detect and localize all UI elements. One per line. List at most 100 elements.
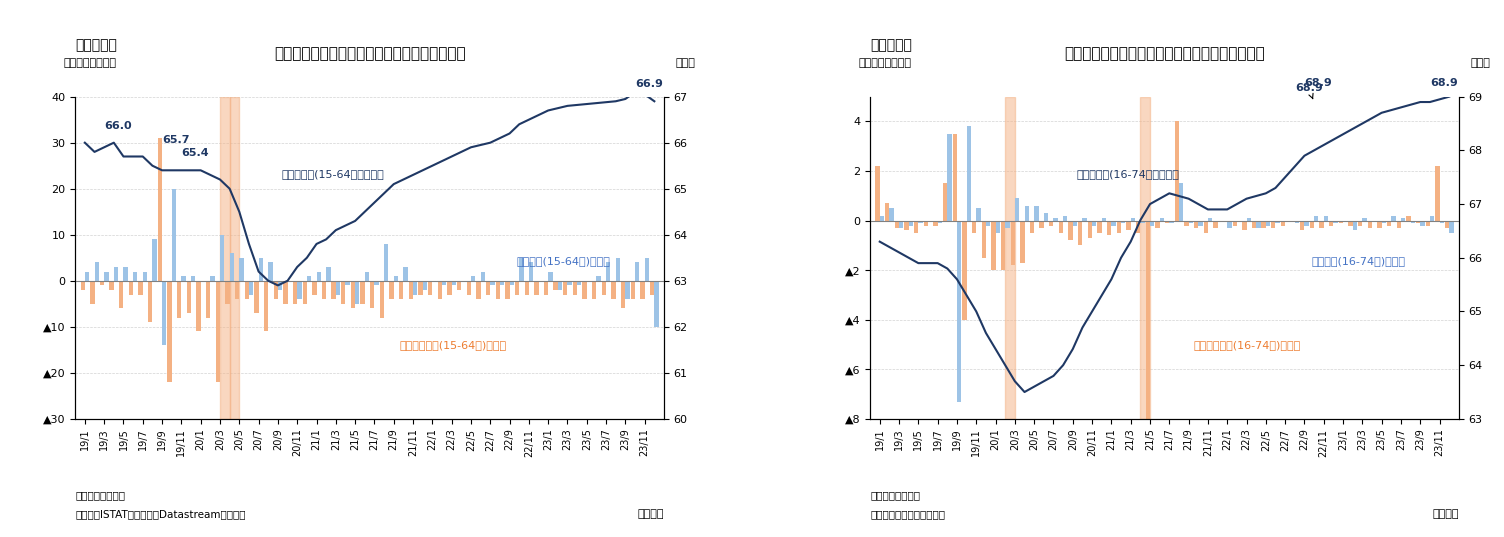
- Bar: [1179, 184, 1184, 221]
- Bar: [1024, 206, 1029, 221]
- Bar: [1151, 221, 1155, 226]
- Bar: [996, 221, 1000, 233]
- Bar: [967, 126, 972, 221]
- Bar: [350, 281, 355, 308]
- Bar: [99, 281, 104, 285]
- Bar: [1415, 221, 1420, 223]
- Bar: [331, 281, 335, 299]
- Bar: [451, 281, 456, 285]
- Bar: [1015, 198, 1020, 221]
- Bar: [534, 281, 538, 295]
- Bar: [147, 281, 152, 322]
- Bar: [1319, 221, 1324, 228]
- Bar: [875, 166, 880, 221]
- Bar: [495, 281, 499, 299]
- Bar: [374, 281, 379, 285]
- Bar: [197, 281, 200, 331]
- Bar: [1131, 218, 1136, 221]
- Bar: [1426, 221, 1430, 226]
- Bar: [1352, 221, 1357, 230]
- Text: 失業者数(16-74才)の変化: 失業者数(16-74才)の変化: [1311, 256, 1406, 266]
- Bar: [119, 281, 123, 308]
- Bar: [1406, 216, 1411, 221]
- Bar: [191, 276, 196, 281]
- Bar: [582, 281, 587, 299]
- Bar: [206, 281, 211, 317]
- Bar: [293, 281, 298, 304]
- Bar: [1199, 221, 1203, 226]
- Bar: [1059, 221, 1063, 233]
- Bar: [1126, 221, 1131, 230]
- Title: イタリアの失業者・非労働力人口・労働参加率: イタリアの失業者・非労働力人口・労働参加率: [274, 46, 465, 61]
- Text: （月次）: （月次）: [1432, 509, 1459, 519]
- Text: 65.4: 65.4: [182, 149, 209, 158]
- Bar: [186, 281, 191, 313]
- Bar: [602, 281, 606, 295]
- Text: 68.9: 68.9: [1430, 78, 1457, 88]
- Bar: [982, 221, 987, 258]
- Text: （％）: （％）: [675, 58, 696, 68]
- Bar: [1310, 221, 1314, 228]
- Bar: [1120, 221, 1125, 223]
- Bar: [952, 134, 957, 221]
- Text: （注）季節調整値: （注）季節調整値: [871, 490, 920, 500]
- Bar: [499, 281, 504, 285]
- Bar: [562, 281, 567, 295]
- Bar: [630, 281, 635, 299]
- Text: 68.9: 68.9: [1295, 83, 1322, 99]
- Bar: [943, 184, 948, 221]
- Bar: [908, 221, 913, 226]
- Bar: [84, 272, 89, 281]
- Bar: [976, 208, 981, 221]
- Bar: [1184, 221, 1188, 226]
- Text: （図表７）: （図表７）: [75, 39, 117, 53]
- Bar: [138, 281, 143, 295]
- Text: 66.0: 66.0: [104, 121, 132, 131]
- Bar: [466, 281, 471, 295]
- Bar: [641, 281, 645, 299]
- Bar: [880, 216, 884, 221]
- Bar: [1334, 221, 1337, 223]
- Bar: [1339, 221, 1343, 223]
- Bar: [1330, 221, 1334, 226]
- Bar: [346, 281, 350, 285]
- Bar: [1430, 216, 1435, 221]
- Bar: [442, 281, 447, 285]
- Bar: [957, 221, 961, 402]
- Bar: [621, 281, 626, 308]
- Bar: [220, 97, 230, 419]
- Bar: [597, 276, 600, 281]
- Bar: [1242, 221, 1247, 230]
- Bar: [889, 208, 893, 221]
- Text: （資料）ISTATのデータをDatastreamより取得: （資料）ISTATのデータをDatastreamより取得: [75, 509, 245, 519]
- Bar: [110, 281, 114, 290]
- Bar: [1400, 218, 1405, 221]
- Bar: [1160, 218, 1164, 221]
- Bar: [418, 281, 423, 295]
- Bar: [134, 272, 137, 281]
- Bar: [937, 221, 942, 223]
- Bar: [335, 281, 340, 295]
- Bar: [1247, 218, 1251, 221]
- Bar: [313, 281, 316, 295]
- Bar: [409, 281, 414, 299]
- Bar: [1391, 216, 1396, 221]
- Bar: [245, 281, 250, 299]
- Text: 65.7: 65.7: [162, 135, 190, 144]
- Bar: [1420, 221, 1424, 226]
- Bar: [254, 281, 259, 313]
- Bar: [1266, 221, 1271, 226]
- Bar: [1382, 221, 1387, 223]
- Bar: [399, 281, 403, 299]
- Bar: [95, 263, 99, 281]
- Bar: [593, 281, 597, 299]
- Bar: [429, 281, 432, 295]
- Bar: [143, 272, 147, 281]
- Bar: [220, 235, 224, 281]
- Bar: [578, 281, 582, 285]
- Bar: [1111, 221, 1116, 226]
- Bar: [123, 267, 128, 281]
- Bar: [226, 281, 230, 304]
- Bar: [904, 221, 908, 230]
- Bar: [1439, 221, 1444, 223]
